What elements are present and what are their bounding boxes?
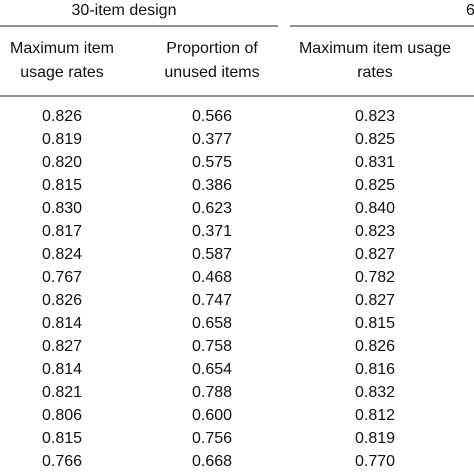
cell: 0.658	[192, 315, 232, 332]
cell: 0.575	[192, 154, 232, 171]
cell: 0.816	[355, 361, 395, 378]
cell: 0.788	[192, 384, 232, 401]
cell: 0.827	[355, 246, 395, 263]
cell: 0.377	[192, 131, 232, 148]
cell: 0.770	[355, 453, 395, 470]
column-header: Proportion of	[166, 40, 258, 57]
cell: 0.825	[355, 131, 395, 148]
cell: 0.668	[192, 453, 232, 470]
cell: 0.815	[42, 430, 82, 447]
cell: 0.767	[42, 269, 82, 286]
cell: 0.826	[355, 338, 395, 355]
cell: 0.371	[192, 223, 232, 240]
column-header: unused items	[164, 64, 259, 81]
cell: 0.840	[355, 200, 395, 217]
cell: 0.819	[42, 131, 82, 148]
cell: 0.468	[192, 269, 232, 286]
cell: 0.782	[355, 269, 395, 286]
cell: 0.600	[192, 407, 232, 424]
cell: 0.823	[355, 223, 395, 240]
column-header: usage rates	[20, 64, 104, 81]
cell: 0.827	[355, 292, 395, 309]
cell: 0.758	[192, 338, 232, 355]
group-header: 60-item design	[466, 2, 474, 19]
cell: 0.826	[42, 108, 82, 125]
cell: 0.825	[355, 177, 395, 194]
cell: 0.814	[42, 315, 82, 332]
cell: 0.766	[42, 453, 82, 470]
cell: 0.821	[42, 384, 82, 401]
column-header: Maximum item	[10, 40, 114, 57]
cell: 0.756	[192, 430, 232, 447]
cell: 0.824	[42, 246, 82, 263]
cell: 0.817	[42, 223, 82, 240]
column-header: rates	[357, 64, 393, 81]
cell: 0.654	[192, 361, 232, 378]
cell: 0.812	[355, 407, 395, 424]
column-header: Maximum item usage	[299, 40, 451, 57]
cell: 0.815	[42, 177, 82, 194]
cell: 0.386	[192, 177, 232, 194]
cell: 0.815	[355, 315, 395, 332]
cell: 0.831	[355, 154, 395, 171]
cell: 0.814	[42, 361, 82, 378]
cell: 0.827	[42, 338, 82, 355]
cell: 0.806	[42, 407, 82, 424]
cell: 0.823	[355, 108, 395, 125]
cell: 0.747	[192, 292, 232, 309]
group-header: 30-item design	[72, 2, 177, 19]
cell: 0.587	[192, 246, 232, 263]
cell: 0.830	[42, 200, 82, 217]
cell: 0.826	[42, 292, 82, 309]
cell: 0.623	[192, 200, 232, 217]
cell: 0.566	[192, 108, 232, 125]
cell: 0.832	[355, 384, 395, 401]
cell: 0.819	[355, 430, 395, 447]
cell: 0.820	[42, 154, 82, 171]
